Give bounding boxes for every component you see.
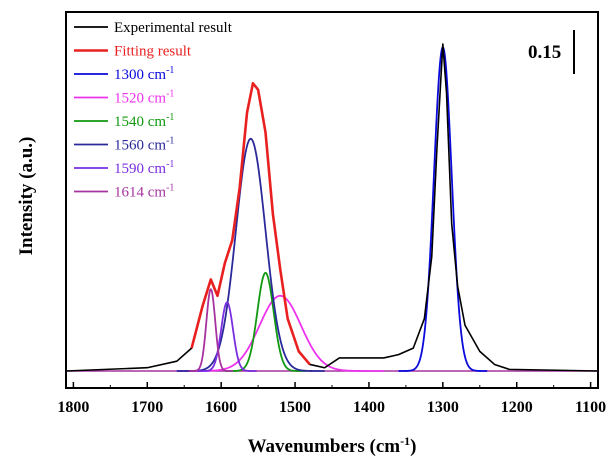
x-tick-label: 1300 (427, 399, 459, 416)
peak-1300-line (399, 47, 488, 371)
x-tick-label: 1600 (205, 399, 237, 416)
legend-label: 1520 cm-1 (114, 89, 174, 107)
x-tick-label: 1400 (353, 399, 385, 416)
x-axis-title-main: Wavenumbers (cm (248, 436, 401, 457)
y-axis-title: Intensity (a.u.) (16, 137, 37, 256)
legend-label: Experimental result (114, 20, 233, 36)
legend-label: 1590 cm-1 (114, 159, 174, 177)
legend-label: 1300 cm-1 (114, 65, 174, 83)
fitting-series-line (192, 83, 310, 364)
legend-label: 1614 cm-1 (114, 183, 174, 201)
x-tick-label: 1100 (575, 399, 606, 416)
legend-label: 1540 cm-1 (114, 112, 174, 130)
x-tick-label: 1500 (279, 399, 311, 416)
legend-label: Fitting result (114, 44, 192, 60)
x-axis-title: Wavenumbers (cm-1) (248, 434, 417, 457)
peak-1560-line (177, 139, 325, 371)
x-tick-label: 1200 (501, 399, 533, 416)
x-axis-title-close: ) (410, 436, 416, 457)
x-tick-label: 1800 (57, 399, 89, 416)
x-tick-label: 1700 (131, 399, 163, 416)
legend-label: 1560 cm-1 (114, 136, 174, 154)
scale-bar-label: 0.15 (528, 42, 561, 63)
x-axis-title-sup: -1 (400, 434, 410, 448)
